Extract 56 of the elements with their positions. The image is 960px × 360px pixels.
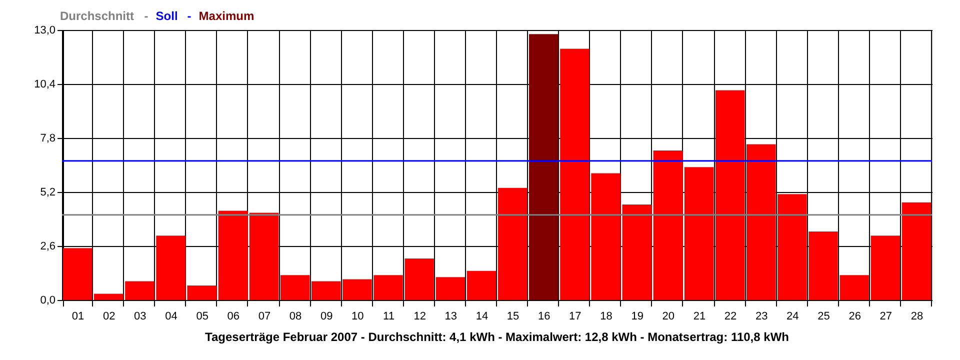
x-tick-label: 03 bbox=[134, 310, 146, 322]
y-tick-label: 5,2 bbox=[40, 186, 56, 198]
bar bbox=[684, 167, 714, 300]
bar bbox=[218, 210, 248, 300]
x-tick-label: 01 bbox=[72, 310, 84, 322]
x-tick-label: 23 bbox=[755, 310, 768, 322]
bar bbox=[436, 277, 465, 300]
x-tick-label: 16 bbox=[538, 310, 550, 322]
y-tick-label: 7,8 bbox=[40, 132, 56, 144]
x-tick-label: 05 bbox=[196, 310, 208, 322]
x-tick-label: 10 bbox=[352, 310, 364, 322]
text: - bbox=[187, 9, 192, 23]
x-tick-label: 21 bbox=[693, 310, 706, 322]
x-tick-label: 12 bbox=[414, 310, 426, 322]
x-tick-label: 02 bbox=[102, 310, 116, 322]
bar bbox=[902, 202, 932, 300]
x-tick-label: 08 bbox=[289, 310, 302, 322]
x-tick-label: 26 bbox=[848, 310, 861, 322]
x-tick-label: 06 bbox=[227, 310, 240, 322]
x-tick-label: 20 bbox=[662, 310, 675, 322]
y-tick-label: 2,6 bbox=[40, 240, 56, 252]
ref-line-label: Durchschnitt bbox=[60, 9, 134, 23]
x-tick-label: 22 bbox=[724, 310, 737, 322]
x-tick-label: 17 bbox=[569, 310, 582, 322]
bar bbox=[498, 188, 528, 300]
bar bbox=[94, 294, 124, 300]
bar bbox=[529, 34, 558, 300]
bar bbox=[870, 236, 900, 300]
x-tick-label: 24 bbox=[786, 310, 799, 322]
bar bbox=[715, 90, 745, 300]
x-tick-label: 11 bbox=[383, 310, 394, 322]
bar bbox=[280, 275, 310, 300]
text: Tageserträge Februar 2007 - Durchschnitt: 4,1 kWh - Maximalwert: 12,8 kWh - Monatsertrag: 110,8 kWh bbox=[205, 330, 789, 344]
x-tick-label: 18 bbox=[600, 310, 612, 322]
x-tick-label: 13 bbox=[444, 310, 458, 322]
bar bbox=[312, 281, 341, 300]
x-tick-label: 25 bbox=[818, 310, 830, 322]
bar bbox=[466, 270, 496, 300]
y-tick-label: 13,0 bbox=[34, 24, 56, 36]
x-tick-label: 28 bbox=[910, 310, 924, 322]
x-tick-label: 09 bbox=[320, 310, 333, 322]
x-tick-label: 07 bbox=[258, 310, 271, 322]
bar bbox=[62, 248, 92, 300]
bar bbox=[249, 212, 279, 300]
y-tick-label: 10,4 bbox=[34, 78, 56, 90]
x-tick-label: 27 bbox=[880, 310, 892, 322]
x-tick-label: 14 bbox=[476, 310, 488, 322]
x-tick-label: 15 bbox=[506, 310, 520, 322]
x-tick-label: 19 bbox=[631, 310, 644, 322]
x-tick-label: 04 bbox=[165, 310, 178, 322]
bar bbox=[653, 150, 682, 300]
y-tick-label: 0,0 bbox=[40, 294, 56, 306]
text: Maximum bbox=[198, 9, 254, 23]
bar bbox=[746, 144, 776, 300]
ref-line-label: Soll bbox=[156, 9, 178, 23]
text: - bbox=[144, 9, 148, 23]
